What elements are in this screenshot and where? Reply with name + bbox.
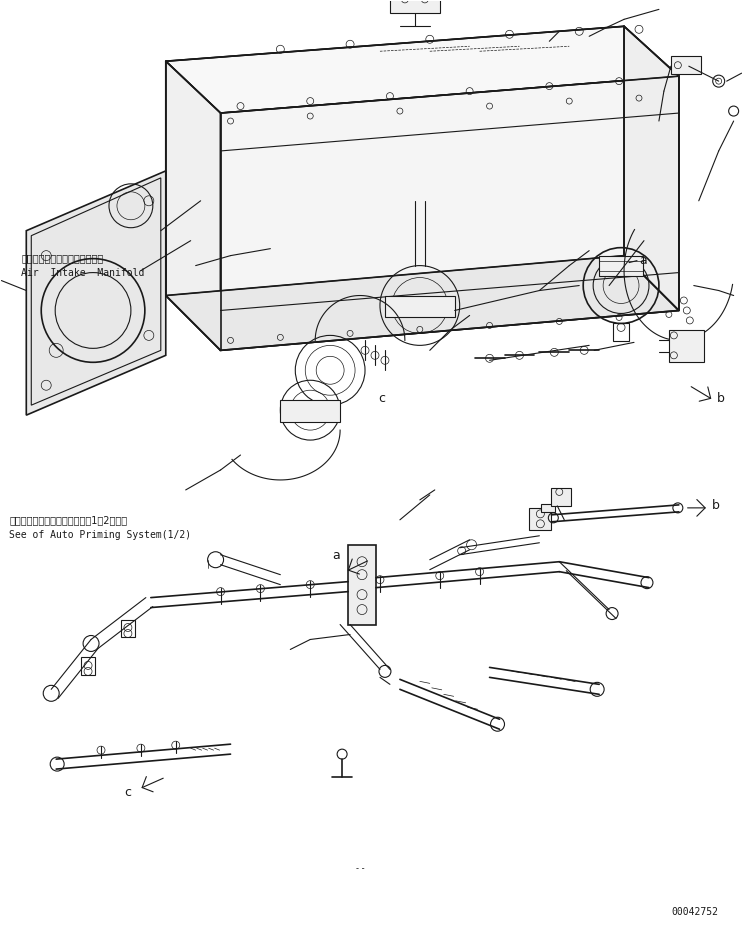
- Polygon shape: [26, 171, 166, 415]
- Polygon shape: [166, 61, 221, 350]
- Text: c: c: [124, 786, 131, 799]
- Text: 00042752: 00042752: [672, 907, 718, 917]
- Bar: [669, 331, 704, 362]
- Bar: [599, 256, 643, 276]
- Bar: [530, 508, 551, 530]
- Polygon shape: [624, 26, 679, 310]
- Bar: [542, 504, 555, 512]
- Polygon shape: [166, 26, 679, 113]
- Text: Air  Intake  Manifold: Air Intake Manifold: [22, 267, 145, 277]
- Bar: [551, 488, 571, 506]
- Bar: [599, 261, 643, 271]
- Bar: [121, 619, 135, 638]
- Polygon shape: [221, 76, 679, 350]
- Bar: [671, 56, 701, 74]
- Bar: [385, 295, 455, 317]
- Bar: [390, 0, 440, 13]
- Bar: [280, 400, 340, 422]
- Text: オートプライミングシステム（1／2）参照: オートプライミングシステム（1／2）参照: [10, 515, 128, 525]
- Text: a: a: [332, 549, 340, 562]
- Bar: [81, 657, 95, 675]
- Text: エアーインテークマニホールド: エアーインテークマニホールド: [22, 253, 103, 263]
- Text: c: c: [378, 392, 385, 405]
- Bar: [348, 545, 376, 625]
- Bar: [613, 323, 629, 342]
- Text: a: a: [639, 254, 646, 267]
- Text: - -: - -: [356, 864, 364, 873]
- Text: b: b: [712, 499, 720, 512]
- Text: See of Auto Priming System(1/2): See of Auto Priming System(1/2): [10, 530, 192, 540]
- Polygon shape: [166, 256, 679, 350]
- Text: b: b: [717, 392, 724, 405]
